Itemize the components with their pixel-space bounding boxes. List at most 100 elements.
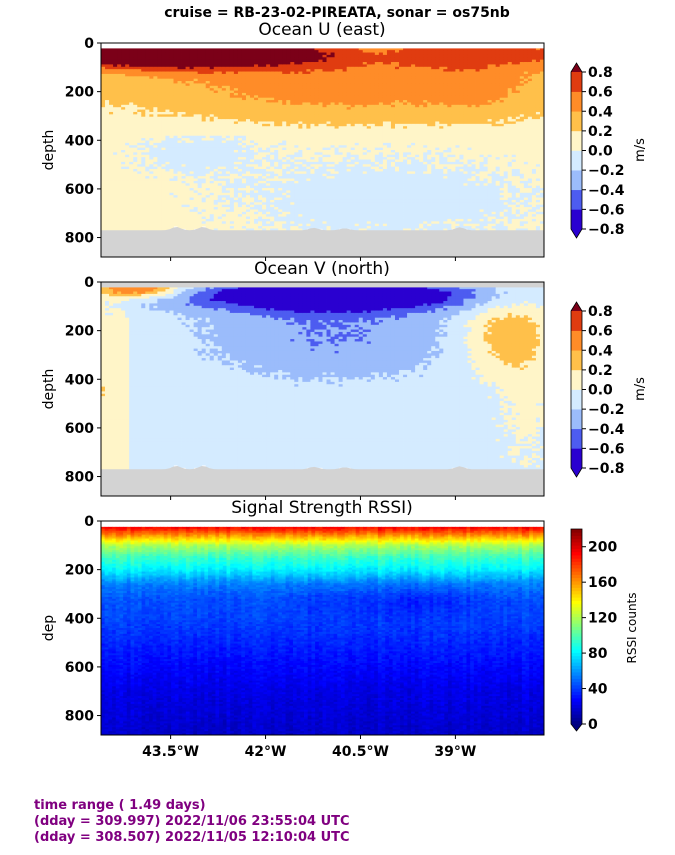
data-cell-u <box>205 161 211 165</box>
data-cell-u <box>177 50 182 53</box>
data-cell-u <box>153 130 158 134</box>
data-cell-u <box>105 161 110 165</box>
data-cell-u <box>346 47 352 51</box>
data-cell-u <box>189 192 195 196</box>
data-cell-u <box>286 216 291 220</box>
data-cell-u <box>354 145 360 149</box>
data-cell-u <box>354 176 360 179</box>
data-cell-u <box>278 209 283 213</box>
data-cell-u <box>141 114 146 118</box>
data-cell-u <box>233 62 239 65</box>
data-cell-u <box>113 83 118 87</box>
data-cell-u <box>117 111 122 115</box>
data-cell-u <box>278 195 283 198</box>
data-cell-u <box>105 188 110 191</box>
data-cell-u <box>173 83 178 87</box>
data-cell-u <box>145 166 150 170</box>
data-cell-u <box>354 126 360 129</box>
data-cell-u <box>181 121 186 125</box>
data-cell-u <box>141 150 146 153</box>
data-cell-u <box>334 71 340 75</box>
data-cell-u <box>197 69 203 72</box>
data-cell-u <box>209 154 215 158</box>
data-cell-u <box>318 157 323 160</box>
data-cell-u <box>101 102 106 106</box>
data-cell-u <box>181 97 186 101</box>
data-cell-u <box>346 157 352 160</box>
data-cell-u <box>270 228 275 232</box>
data-cell-u <box>278 218 283 222</box>
data-cell-u <box>213 147 219 151</box>
data-cell-u <box>233 97 239 101</box>
data-cell-u <box>221 161 227 165</box>
data-cell-u <box>213 102 219 106</box>
data-cell-u <box>326 145 331 149</box>
data-cell-u <box>161 178 166 182</box>
data-cell-u <box>149 54 154 58</box>
data-cell-u <box>330 119 335 122</box>
data-cell-u <box>298 197 303 201</box>
data-cell-u <box>209 197 215 201</box>
data-cell-u <box>189 159 195 163</box>
data-cell-u <box>209 214 215 217</box>
data-cell-u <box>350 164 356 168</box>
data-cell-u <box>266 176 271 179</box>
data-cell-u <box>121 157 126 160</box>
data-cell-u <box>161 176 166 179</box>
data-cell-u <box>101 142 106 146</box>
data-cell-u <box>322 130 327 134</box>
data-cell-u <box>306 138 311 141</box>
data-cell-u <box>213 185 219 189</box>
data-cell-u <box>229 147 235 151</box>
data-cell-u <box>201 130 207 134</box>
data-cell-u <box>326 183 331 187</box>
data-cell-u <box>153 121 158 125</box>
data-cell-u <box>334 221 340 225</box>
data-cell-u <box>217 145 223 149</box>
data-cell-u <box>342 185 348 189</box>
data-cell-u <box>338 78 344 82</box>
data-cell-u <box>229 202 235 206</box>
data-cell-u <box>177 197 182 201</box>
data-cell-u <box>350 71 356 75</box>
data-cell-u <box>310 183 315 187</box>
data-cell-u <box>338 223 344 227</box>
data-cell-u <box>225 119 231 122</box>
data-cell-u <box>129 85 134 89</box>
data-cell-u <box>346 166 352 170</box>
data-cell-u <box>177 180 182 184</box>
data-cell-u <box>278 62 283 65</box>
data-cell-u <box>185 195 190 198</box>
data-cell-u <box>250 119 255 122</box>
data-cell-u <box>121 64 126 68</box>
data-cell-u <box>121 104 126 108</box>
data-cell-u <box>161 152 166 156</box>
data-cell-u <box>185 126 190 129</box>
data-cell-u <box>229 188 235 191</box>
data-cell-u <box>250 107 255 110</box>
data-cell-u <box>326 64 331 68</box>
data-cell-u <box>278 116 283 120</box>
data-cell-u <box>197 78 203 82</box>
data-cell-u <box>286 173 291 177</box>
data-cell-u <box>286 171 291 175</box>
data-cell-u <box>209 114 215 118</box>
data-cell-u <box>233 173 239 177</box>
data-cell-u <box>133 97 138 101</box>
data-cell-u <box>258 47 263 51</box>
data-cell-u <box>133 57 138 61</box>
data-cell-u <box>137 66 142 70</box>
data-cell-u <box>117 59 122 63</box>
data-cell-u <box>209 71 215 75</box>
data-cell-u <box>157 71 162 75</box>
data-cell-u <box>109 123 114 127</box>
data-cell-u <box>237 145 243 149</box>
data-cell-u <box>221 85 227 89</box>
data-cell-u <box>314 95 319 99</box>
data-cell-u <box>237 66 243 70</box>
data-cell-u <box>145 142 150 146</box>
data-cell-u <box>129 207 134 210</box>
data-cell-u <box>233 218 239 222</box>
data-cell-u <box>250 214 255 217</box>
data-cell-u <box>245 116 251 120</box>
